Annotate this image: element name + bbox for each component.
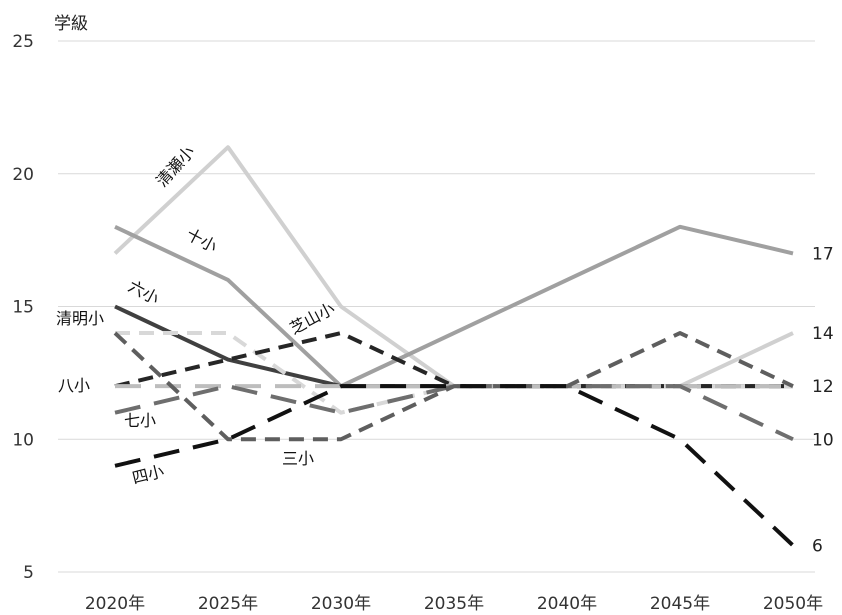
end-value-label: 6 — [812, 536, 823, 556]
y-axis-unit-label: 学級 — [54, 14, 88, 34]
series-line — [114, 304, 793, 389]
series-name-label: 清明小 — [56, 309, 104, 328]
x-tick-label: 2040年 — [537, 594, 597, 614]
series-lines — [113, 145, 795, 547]
end-value-label: 17 — [812, 244, 834, 264]
y-tick-label: 5 — [23, 563, 34, 583]
x-tick-label: 2025年 — [198, 594, 258, 614]
series-line — [113, 331, 794, 442]
series-line — [114, 384, 795, 547]
end-value-label: 14 — [812, 324, 834, 344]
y-tick-label: 20 — [12, 165, 34, 185]
series-name-label: 七小 — [124, 411, 156, 430]
series-name-label: 六小 — [125, 277, 162, 309]
end-value-label: 12 — [812, 377, 834, 397]
series-line — [114, 384, 794, 442]
y-tick-label: 25 — [12, 32, 34, 52]
series-line — [113, 145, 794, 389]
series-name-label: 八小 — [58, 376, 90, 395]
x-tick-label: 2030年 — [311, 594, 371, 614]
y-tick-label: 15 — [12, 298, 34, 318]
x-tick-label: 2050年 — [763, 594, 823, 614]
series-name-label: 四小 — [130, 461, 166, 487]
x-tick-label: 2045年 — [650, 594, 710, 614]
end-value-labels: 14 17 12 10 6 — [812, 244, 834, 556]
gridlines — [58, 40, 815, 573]
series-name-label: 三小 — [282, 449, 314, 468]
series-name-label: 十小 — [183, 225, 220, 257]
series-line — [114, 224, 794, 389]
end-value-label: 10 — [812, 430, 834, 450]
series-name-label: 芝山小 — [287, 299, 338, 338]
y-axis-ticks: 5 10 15 20 25 — [12, 32, 34, 583]
x-tick-label: 2035年 — [424, 594, 484, 614]
x-tick-label: 2020年 — [85, 594, 145, 614]
series-line — [114, 331, 793, 389]
series-line — [115, 331, 793, 415]
x-axis-ticks: 2020年 2025年 2030年 2035年 2040年 2045年 2050年 — [85, 594, 823, 614]
y-tick-label: 10 — [12, 430, 34, 450]
